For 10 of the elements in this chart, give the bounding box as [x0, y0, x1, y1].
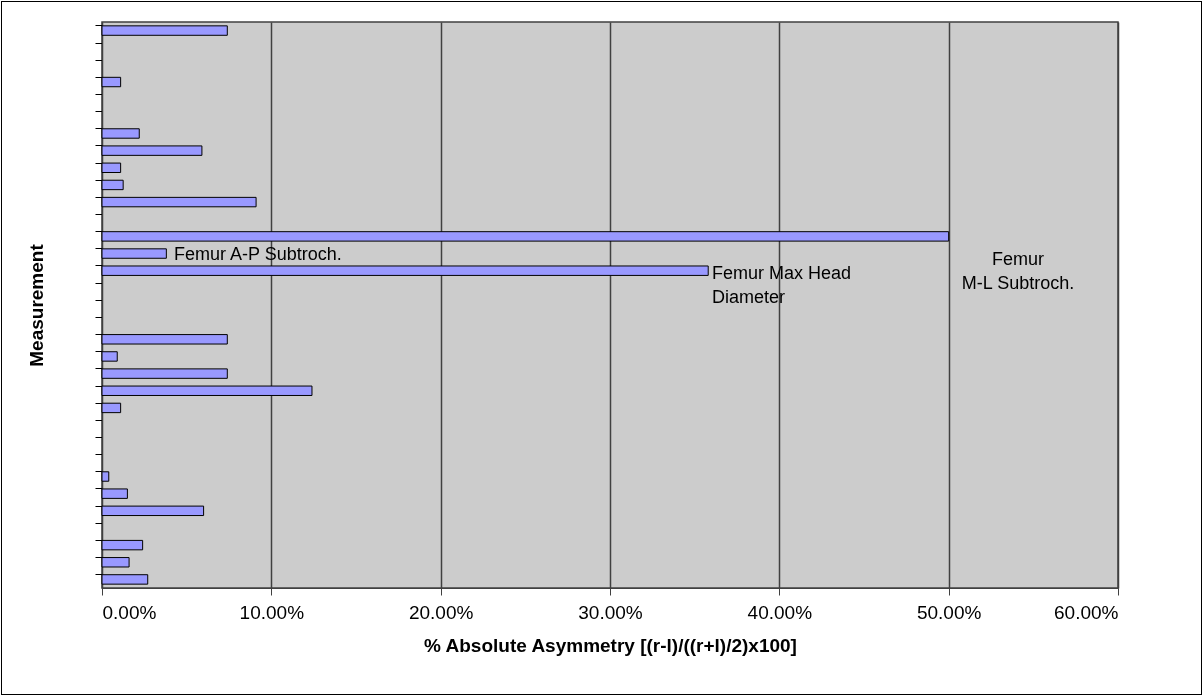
x-tick-label: 40.00%: [747, 601, 813, 623]
x-tick-label: 20.00%: [408, 601, 474, 623]
x-tick-label: 0.00%: [102, 601, 157, 623]
x-tick-label: 60.00%: [1054, 601, 1119, 623]
y-axis-title: Measurement: [26, 243, 47, 367]
x-tick-label: 10.00%: [239, 601, 305, 623]
x-axis-title: % Absolute Asymmetry [(r-l)/((r+l)/2)x100]: [424, 634, 797, 656]
x-tick-label: 50.00%: [916, 601, 982, 623]
annotation: Femur M-L Subtroch.: [961, 249, 1075, 293]
x-tick-label: 30.00%: [578, 601, 643, 623]
